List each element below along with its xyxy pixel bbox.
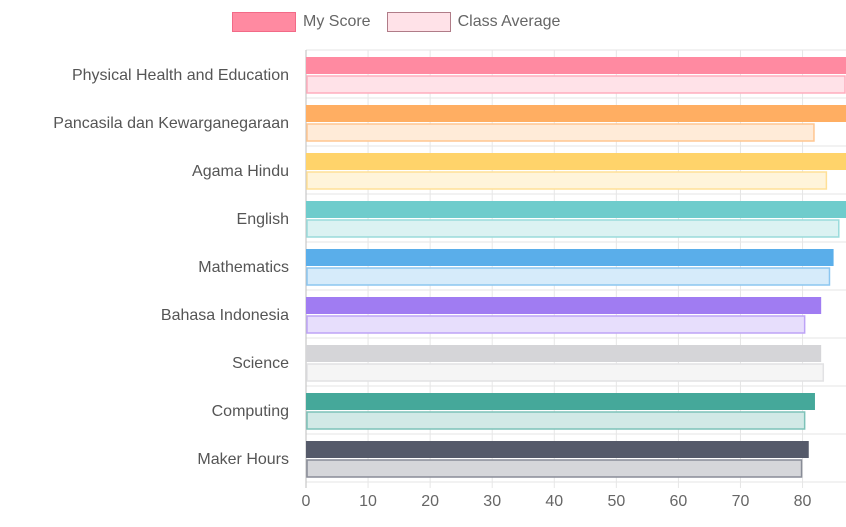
bar-class-average xyxy=(306,219,840,238)
y-category-label: Mathematics xyxy=(198,259,289,276)
y-category-label: Maker Hours xyxy=(197,451,289,468)
y-category-label: Computing xyxy=(212,403,289,420)
x-tick-label: 0 xyxy=(302,493,311,510)
legend: My Score Class Average xyxy=(232,12,576,32)
y-category-label: English xyxy=(237,211,289,228)
bar-class-average xyxy=(306,411,806,430)
bar-my-score xyxy=(306,105,846,122)
bar-my-score xyxy=(306,57,846,74)
y-category-label: Pancasila dan Kewarganegaraan xyxy=(53,115,289,132)
bar-class-average xyxy=(306,363,825,382)
bar-class-average xyxy=(306,267,831,286)
x-tick-label: 20 xyxy=(421,493,439,510)
x-tick-label: 80 xyxy=(794,493,812,510)
bar-my-score xyxy=(306,345,822,362)
x-tick-label: 40 xyxy=(545,493,563,510)
bar-class-average xyxy=(306,171,828,190)
bar-class-average xyxy=(306,315,806,334)
bar-my-score xyxy=(306,297,822,314)
bar-my-score xyxy=(306,249,834,266)
x-tick-label: 30 xyxy=(483,493,501,510)
legend-item-class-average[interactable]: Class Average xyxy=(386,12,561,32)
bar-class-average xyxy=(306,75,846,94)
y-category-label: Physical Health and Education xyxy=(72,67,289,84)
legend-swatch-class-average xyxy=(386,12,451,32)
bar-my-score xyxy=(306,393,815,410)
bar-class-average xyxy=(306,459,803,478)
y-category-label: Agama Hindu xyxy=(192,163,289,180)
legend-label-my-score: My Score xyxy=(303,13,371,30)
legend-swatch-my-score xyxy=(232,12,296,32)
bar-my-score xyxy=(306,201,846,218)
y-category-label: Science xyxy=(232,355,289,372)
x-tick-label: 50 xyxy=(607,493,625,510)
legend-item-my-score[interactable]: My Score xyxy=(232,12,371,32)
legend-label-class-average: Class Average xyxy=(457,13,561,30)
bar-class-average xyxy=(306,123,815,142)
x-tick-label: 60 xyxy=(670,493,688,510)
x-tick-label: 10 xyxy=(359,493,377,510)
bar-my-score xyxy=(306,441,809,458)
x-tick-label: 70 xyxy=(732,493,750,510)
bar-my-score xyxy=(306,153,846,170)
y-category-label: Bahasa Indonesia xyxy=(161,307,289,324)
